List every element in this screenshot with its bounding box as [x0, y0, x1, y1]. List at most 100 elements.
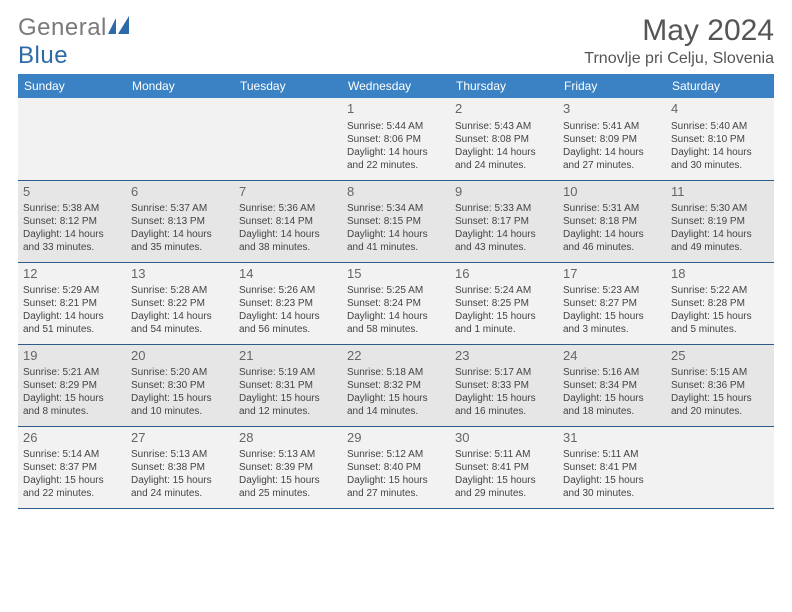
calendar-day: 22Sunrise: 5:18 AMSunset: 8:32 PMDayligh… [342, 344, 450, 426]
sunset-text: Sunset: 8:22 PM [131, 297, 229, 310]
calendar-day: 23Sunrise: 5:17 AMSunset: 8:33 PMDayligh… [450, 344, 558, 426]
sunrise-text: Sunrise: 5:34 AM [347, 202, 445, 215]
daylight-line2: and 49 minutes. [671, 241, 769, 254]
daylight-line2: and 35 minutes. [131, 241, 229, 254]
sunrise-text: Sunrise: 5:13 AM [239, 448, 337, 461]
daylight-line1: Daylight: 15 hours [131, 474, 229, 487]
daylight-line1: Daylight: 14 hours [671, 146, 769, 159]
calendar-day: 17Sunrise: 5:23 AMSunset: 8:27 PMDayligh… [558, 262, 666, 344]
sunrise-text: Sunrise: 5:11 AM [563, 448, 661, 461]
daylight-line2: and 51 minutes. [23, 323, 121, 336]
daylight-line2: and 25 minutes. [239, 487, 337, 500]
sunset-text: Sunset: 8:12 PM [23, 215, 121, 228]
brand-part2: Blue [18, 42, 68, 69]
sunset-text: Sunset: 8:19 PM [671, 215, 769, 228]
day-number: 27 [131, 430, 229, 447]
calendar-day: 28Sunrise: 5:13 AMSunset: 8:39 PMDayligh… [234, 426, 342, 508]
daylight-line2: and 56 minutes. [239, 323, 337, 336]
daylight-line2: and 12 minutes. [239, 405, 337, 418]
sunset-text: Sunset: 8:40 PM [347, 461, 445, 474]
daylight-line1: Daylight: 14 hours [563, 146, 661, 159]
sunrise-text: Sunrise: 5:31 AM [563, 202, 661, 215]
day-number: 10 [563, 184, 661, 201]
calendar-week: 5Sunrise: 5:38 AMSunset: 8:12 PMDaylight… [18, 180, 774, 262]
day-header: Monday [126, 74, 234, 98]
daylight-line2: and 46 minutes. [563, 241, 661, 254]
daylight-line2: and 24 minutes. [455, 159, 553, 172]
calendar-day: 11Sunrise: 5:30 AMSunset: 8:19 PMDayligh… [666, 180, 774, 262]
sunset-text: Sunset: 8:08 PM [455, 133, 553, 146]
sunset-text: Sunset: 8:30 PM [131, 379, 229, 392]
day-number: 11 [671, 184, 769, 201]
sunrise-text: Sunrise: 5:21 AM [23, 366, 121, 379]
daylight-line1: Daylight: 14 hours [131, 228, 229, 241]
calendar-day: 18Sunrise: 5:22 AMSunset: 8:28 PMDayligh… [666, 262, 774, 344]
daylight-line1: Daylight: 14 hours [563, 228, 661, 241]
sunset-text: Sunset: 8:24 PM [347, 297, 445, 310]
sunset-text: Sunset: 8:41 PM [563, 461, 661, 474]
sunset-text: Sunset: 8:14 PM [239, 215, 337, 228]
day-number: 13 [131, 266, 229, 283]
sunset-text: Sunset: 8:36 PM [671, 379, 769, 392]
day-number: 17 [563, 266, 661, 283]
day-number: 6 [131, 184, 229, 201]
daylight-line2: and 18 minutes. [563, 405, 661, 418]
daylight-line1: Daylight: 15 hours [347, 474, 445, 487]
day-number: 4 [671, 101, 769, 118]
sunset-text: Sunset: 8:23 PM [239, 297, 337, 310]
calendar-day: 26Sunrise: 5:14 AMSunset: 8:37 PMDayligh… [18, 426, 126, 508]
sunrise-text: Sunrise: 5:16 AM [563, 366, 661, 379]
calendar-day: 15Sunrise: 5:25 AMSunset: 8:24 PMDayligh… [342, 262, 450, 344]
daylight-line1: Daylight: 15 hours [23, 392, 121, 405]
day-number: 24 [563, 348, 661, 365]
day-header: Friday [558, 74, 666, 98]
brand-text: General Blue [18, 14, 133, 70]
daylight-line2: and 10 minutes. [131, 405, 229, 418]
day-number: 26 [23, 430, 121, 447]
sunset-text: Sunset: 8:10 PM [671, 133, 769, 146]
calendar-day: 27Sunrise: 5:13 AMSunset: 8:38 PMDayligh… [126, 426, 234, 508]
page-title: May 2024 [584, 14, 774, 48]
calendar-day: 7Sunrise: 5:36 AMSunset: 8:14 PMDaylight… [234, 180, 342, 262]
sunrise-text: Sunrise: 5:43 AM [455, 120, 553, 133]
sunrise-text: Sunrise: 5:24 AM [455, 284, 553, 297]
sunset-text: Sunset: 8:09 PM [563, 133, 661, 146]
sunset-text: Sunset: 8:34 PM [563, 379, 661, 392]
day-number: 8 [347, 184, 445, 201]
daylight-line1: Daylight: 14 hours [455, 228, 553, 241]
calendar-day: 30Sunrise: 5:11 AMSunset: 8:41 PMDayligh… [450, 426, 558, 508]
daylight-line2: and 41 minutes. [347, 241, 445, 254]
calendar-day: 20Sunrise: 5:20 AMSunset: 8:30 PMDayligh… [126, 344, 234, 426]
day-number: 3 [563, 101, 661, 118]
daylight-line2: and 38 minutes. [239, 241, 337, 254]
daylight-line1: Daylight: 15 hours [563, 310, 661, 323]
sunrise-text: Sunrise: 5:17 AM [455, 366, 553, 379]
daylight-line2: and 14 minutes. [347, 405, 445, 418]
sunset-text: Sunset: 8:39 PM [239, 461, 337, 474]
daylight-line1: Daylight: 14 hours [455, 146, 553, 159]
day-number: 20 [131, 348, 229, 365]
day-number: 15 [347, 266, 445, 283]
sunset-text: Sunset: 8:13 PM [131, 215, 229, 228]
daylight-line2: and 24 minutes. [131, 487, 229, 500]
day-number: 7 [239, 184, 337, 201]
brand-logo: General Blue [18, 14, 133, 70]
sunrise-text: Sunrise: 5:11 AM [455, 448, 553, 461]
daylight-line2: and 30 minutes. [671, 159, 769, 172]
brand-part1: General [18, 14, 107, 41]
sunrise-text: Sunrise: 5:18 AM [347, 366, 445, 379]
daylight-line1: Daylight: 15 hours [563, 392, 661, 405]
day-number: 28 [239, 430, 337, 447]
calendar-day: 2Sunrise: 5:43 AMSunset: 8:08 PMDaylight… [450, 98, 558, 180]
day-number: 19 [23, 348, 121, 365]
daylight-line1: Daylight: 15 hours [347, 392, 445, 405]
daylight-line2: and 27 minutes. [347, 487, 445, 500]
day-number: 22 [347, 348, 445, 365]
calendar-day: 9Sunrise: 5:33 AMSunset: 8:17 PMDaylight… [450, 180, 558, 262]
calendar-day-blank [234, 98, 342, 180]
sunrise-text: Sunrise: 5:37 AM [131, 202, 229, 215]
sunset-text: Sunset: 8:37 PM [23, 461, 121, 474]
daylight-line1: Daylight: 14 hours [347, 310, 445, 323]
sunrise-text: Sunrise: 5:12 AM [347, 448, 445, 461]
calendar-day: 5Sunrise: 5:38 AMSunset: 8:12 PMDaylight… [18, 180, 126, 262]
